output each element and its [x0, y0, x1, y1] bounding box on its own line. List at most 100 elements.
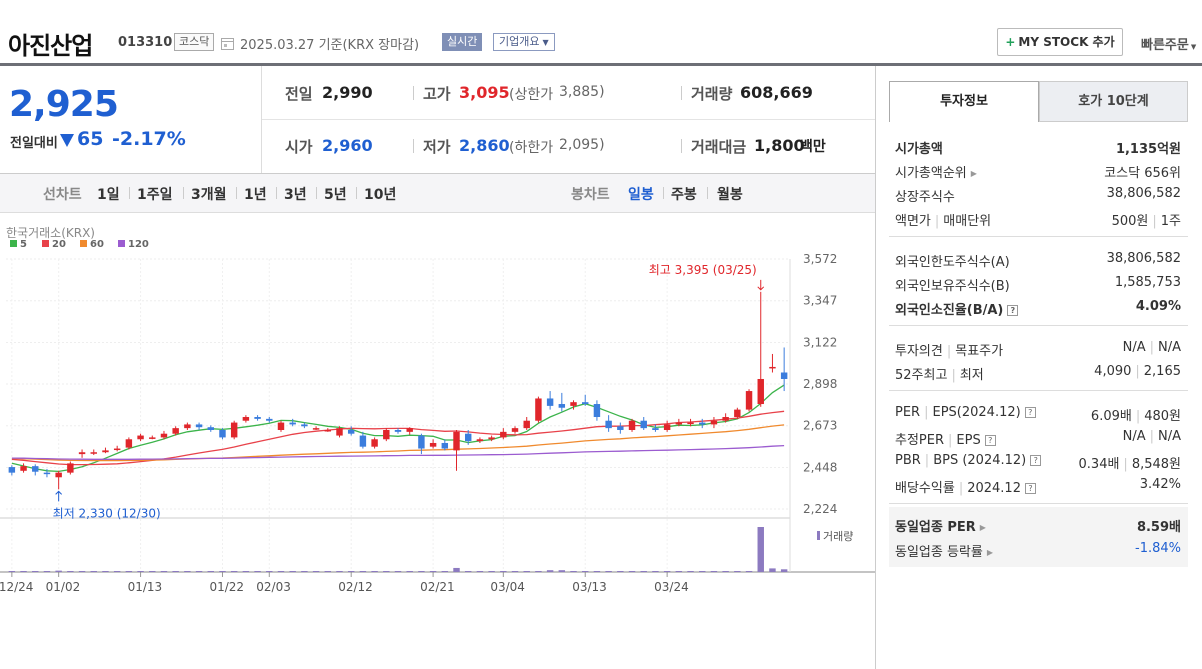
peer-change-link[interactable]: 동일업종 등락률 ▶	[895, 541, 993, 560]
tab-5years[interactable]: 5년	[324, 187, 347, 203]
opinion-text: 투자의견	[895, 344, 943, 359]
tab-10years[interactable]: 10년	[364, 187, 397, 203]
dividend-label: 배당수익률 | 2024.12?	[895, 477, 1036, 496]
tab-investment-info[interactable]: 투자정보	[889, 81, 1039, 122]
volume-bar	[55, 570, 62, 572]
volume-bar	[242, 571, 250, 572]
volume-label: 거래량	[823, 530, 853, 543]
high-label: 고가	[423, 85, 451, 103]
lower-limit-label: (하한가	[509, 140, 554, 156]
help-icon[interactable]: ?	[1007, 305, 1019, 316]
realtime-badge[interactable]: 실시간	[442, 33, 483, 51]
volume-bar	[663, 571, 671, 572]
opinion-val: N/A	[1122, 340, 1146, 355]
volume-bar	[359, 571, 367, 572]
peer-per-link[interactable]: 동일업종 PER ▶	[895, 516, 986, 535]
separator	[681, 86, 682, 100]
foreign-held-label: 외국인보유주식수(B)	[895, 279, 1010, 294]
trade-unit-label: 매매단위	[943, 214, 992, 229]
peer-change-value: -1.84%	[1135, 541, 1181, 556]
separator	[316, 187, 317, 199]
candle-body	[453, 431, 460, 451]
company-info-dropdown[interactable]: 기업개요 ▼	[493, 33, 555, 51]
est-per-text: 추정PER	[895, 433, 945, 448]
candle-body	[43, 472, 51, 475]
volume-bar	[8, 571, 16, 572]
volume-bar	[628, 571, 636, 572]
upper-limit-label: (상한가	[509, 87, 554, 103]
help-icon[interactable]: ?	[1024, 483, 1036, 494]
price-panel	[0, 66, 262, 173]
x-tick-label: 01/02	[46, 580, 81, 594]
bps-text: BPS (2024.12)	[933, 453, 1027, 468]
legend-label: 5	[20, 239, 27, 250]
tab-1week[interactable]: 1주일	[137, 187, 173, 203]
my-stock-label: MY STOCK 추가	[1018, 35, 1115, 49]
foreign-limit-value: 38,806,582	[1106, 251, 1181, 266]
volume-bar	[675, 571, 683, 572]
candle-body	[406, 428, 413, 432]
candle-chart-label: 봉차트	[571, 187, 610, 203]
candle-body	[172, 428, 179, 434]
plus-icon: +	[1005, 35, 1016, 49]
separator: |	[948, 433, 953, 448]
upper-limit-value: 3,885)	[559, 84, 605, 100]
pbr-val: 0.34배	[1078, 457, 1120, 472]
tab-weekly[interactable]: 주봉	[671, 187, 697, 203]
separator: |	[924, 453, 930, 468]
separator	[276, 187, 277, 199]
tab-quote-10[interactable]: 호가 10단계	[1039, 81, 1188, 122]
tab-3months[interactable]: 3개월	[191, 187, 227, 203]
tab-monthly[interactable]: 월봉	[717, 187, 743, 203]
quick-order-button[interactable]: 빠른주문 ▼	[1141, 34, 1196, 53]
volume-bar	[383, 571, 390, 572]
candle-body	[32, 466, 39, 472]
legend-label: 120	[128, 239, 149, 250]
week52-value: 4,090 | 2,165	[1094, 364, 1181, 379]
foreign-limit-label: 외국인한도주식수(A)	[895, 255, 1010, 270]
lower-limit-value: 2,095)	[559, 137, 605, 153]
help-icon[interactable]: ?	[1024, 407, 1036, 418]
company-info-label: 기업개요	[499, 35, 540, 48]
my-stock-add-button[interactable]: + MY STOCK 추가	[997, 28, 1123, 56]
volume-bar	[745, 571, 753, 572]
volume-bar	[266, 571, 273, 572]
tab-1day[interactable]: 1일	[97, 187, 120, 203]
par-value-value: 500원 | 1주	[1112, 210, 1181, 229]
market-badge: 코스닥	[174, 33, 215, 51]
market-cap-rank-link[interactable]: 시가총액순위 ▶	[895, 162, 977, 181]
candle-body	[289, 422, 296, 425]
help-icon[interactable]: ?	[1030, 455, 1042, 466]
volume-bar	[102, 571, 109, 572]
volume-bar	[113, 571, 121, 572]
peer-change-label: 동일업종 등락률	[895, 545, 983, 560]
candle-body	[546, 398, 554, 406]
tab-daily[interactable]: 일봉	[628, 187, 654, 203]
candle-body	[745, 391, 753, 410]
base-date: 2025.03.27 기준(KRX 장마감)	[240, 38, 420, 53]
tab-3years[interactable]: 3년	[284, 187, 307, 203]
volume-bar	[617, 571, 624, 572]
change-percent: -2.17%	[112, 128, 186, 150]
target-price-val: N/A	[1158, 340, 1181, 355]
volume-bar	[734, 571, 741, 572]
volume-label: 거래량	[691, 85, 733, 103]
volume-bar	[312, 571, 320, 572]
down-triangle-icon	[60, 134, 74, 147]
x-tick-label: 01/13	[128, 580, 163, 594]
volume-bar	[429, 571, 437, 572]
volume-bar	[652, 571, 659, 572]
candle-body	[184, 424, 191, 429]
ma-line-60	[11, 424, 785, 462]
trade-unit-value: 1주	[1160, 214, 1181, 229]
tab-1year[interactable]: 1년	[244, 187, 267, 203]
volume-bar	[500, 571, 507, 572]
volume-bar	[160, 571, 168, 572]
candle-body	[137, 435, 144, 440]
candle-body	[195, 424, 203, 428]
chevron-down-icon: ▼	[542, 38, 549, 47]
help-icon[interactable]: ?	[984, 435, 996, 446]
candle-body	[663, 424, 671, 430]
current-price: 2,925	[9, 84, 119, 125]
y-tick-label: 2,898	[803, 377, 837, 391]
